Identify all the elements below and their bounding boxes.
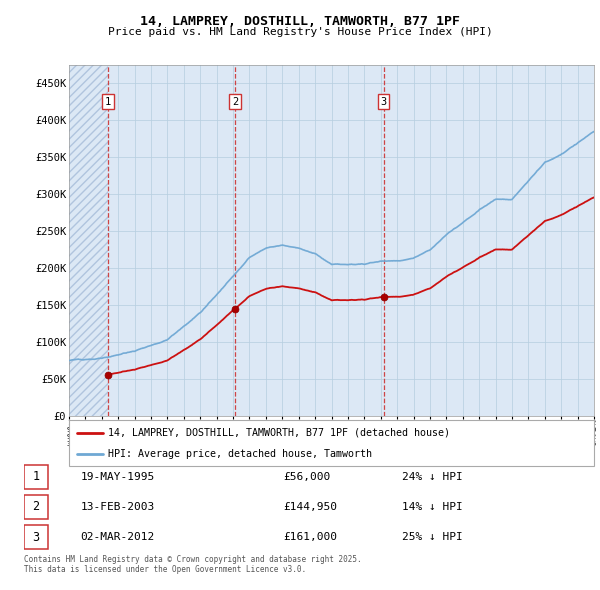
Text: 2: 2 bbox=[232, 97, 238, 107]
Text: £144,950: £144,950 bbox=[283, 502, 337, 512]
FancyBboxPatch shape bbox=[24, 495, 47, 519]
FancyBboxPatch shape bbox=[24, 465, 47, 489]
Bar bbox=[69, 65, 108, 416]
Text: £161,000: £161,000 bbox=[283, 532, 337, 542]
Text: 1: 1 bbox=[105, 97, 111, 107]
Text: £56,000: £56,000 bbox=[283, 471, 331, 481]
Text: 25% ↓ HPI: 25% ↓ HPI bbox=[402, 532, 463, 542]
Text: HPI: Average price, detached house, Tamworth: HPI: Average price, detached house, Tamw… bbox=[109, 448, 373, 458]
Text: Price paid vs. HM Land Registry's House Price Index (HPI): Price paid vs. HM Land Registry's House … bbox=[107, 27, 493, 37]
Text: 3: 3 bbox=[32, 530, 40, 543]
Text: 1: 1 bbox=[32, 470, 40, 483]
Text: 2: 2 bbox=[32, 500, 40, 513]
FancyBboxPatch shape bbox=[24, 525, 47, 549]
Text: 14% ↓ HPI: 14% ↓ HPI bbox=[402, 502, 463, 512]
Text: 24% ↓ HPI: 24% ↓ HPI bbox=[402, 471, 463, 481]
Text: 19-MAY-1995: 19-MAY-1995 bbox=[80, 471, 155, 481]
Text: This data is licensed under the Open Government Licence v3.0.: This data is licensed under the Open Gov… bbox=[24, 565, 306, 573]
Text: Contains HM Land Registry data © Crown copyright and database right 2025.: Contains HM Land Registry data © Crown c… bbox=[24, 555, 362, 563]
FancyBboxPatch shape bbox=[69, 420, 594, 466]
Text: 14, LAMPREY, DOSTHILL, TAMWORTH, B77 1PF (detached house): 14, LAMPREY, DOSTHILL, TAMWORTH, B77 1PF… bbox=[109, 428, 451, 438]
Text: 02-MAR-2012: 02-MAR-2012 bbox=[80, 532, 155, 542]
Text: 3: 3 bbox=[380, 97, 386, 107]
Text: 13-FEB-2003: 13-FEB-2003 bbox=[80, 502, 155, 512]
Text: 14, LAMPREY, DOSTHILL, TAMWORTH, B77 1PF: 14, LAMPREY, DOSTHILL, TAMWORTH, B77 1PF bbox=[140, 15, 460, 28]
